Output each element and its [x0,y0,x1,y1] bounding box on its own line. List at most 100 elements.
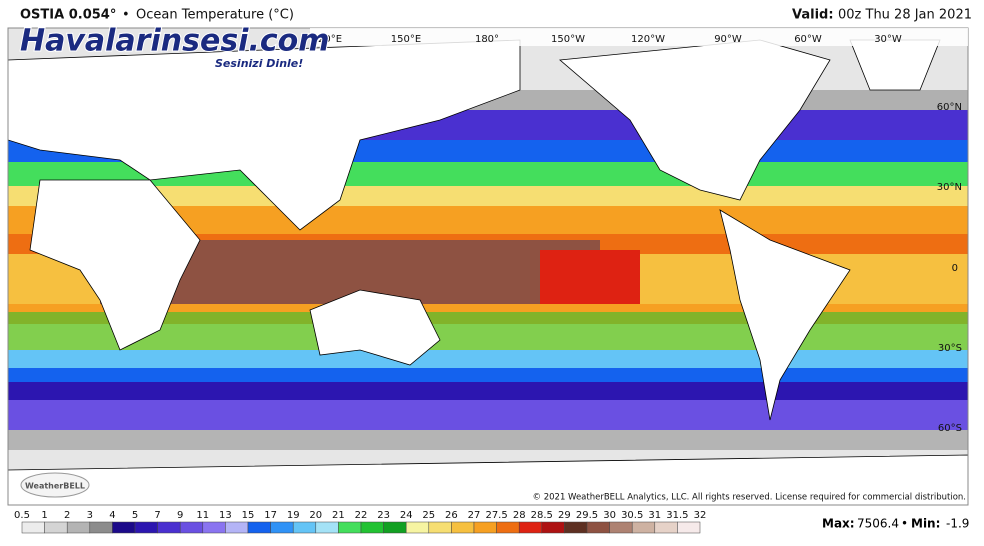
colorbar: 0.5 1 2 3 4 5 7 9 11 13 15 17 19 20 21 22 23 24 25 26 27 27.5… [14,510,707,534]
longitude-label: 60°W [794,34,822,45]
longitude-label: 150°W [551,34,585,45]
copyright: © 2021 WeatherBELL Analytics, LLC. All r… [533,493,966,503]
max-label: Max: [822,517,855,531]
longitude-label: 30°W [874,34,902,45]
colorbar-swatch [66,521,91,534]
label-strip [310,28,968,46]
colorbar-label: 3 [87,510,93,521]
colorbar-swatch [270,521,294,534]
colorbar-label: 9 [177,510,183,521]
colorbar-swatch [586,521,610,534]
ocean-band [8,430,968,450]
colorbar-label: 28 [513,510,526,521]
colorbar-swatch [383,521,407,534]
stats-separator: • [901,517,908,531]
longitude-label: 120°W [631,34,665,45]
colorbar-swatch [225,521,249,534]
colorbar-swatch [428,521,452,534]
watermark-site: Havalarinsesi.com [20,24,330,59]
latitude-label: 60°S [938,423,962,434]
land [8,39,968,505]
logo: WeatherBELL [25,482,85,491]
colorbar-swatch [292,521,317,534]
colorbar-label: 7 [154,510,160,521]
longitude-label: 180° [475,34,499,45]
min-label: Min: [911,517,940,531]
ocean-band [8,368,968,382]
colorbar-swatch [360,521,384,534]
latitude-label: 0 [952,263,958,274]
colorbar-swatch [157,521,181,534]
map: 20°E 150°E 180° 150°W 120°W 90°W 60°W 30… [7,27,969,506]
colorbar-label: 4 [109,510,115,521]
colorbar-label: 23 [377,510,390,521]
colorbar-label: 32 [694,510,707,521]
eurasia [8,39,521,231]
colorbar-swatch [405,521,430,534]
colorbar-swatch [44,521,68,534]
antarctica [8,454,968,505]
colorbar-swatch [315,521,339,534]
separator: • [122,8,130,23]
colorbar-swatch [89,521,113,534]
colorbar-label: 11 [196,510,209,521]
colorbar-label: 1 [41,510,47,521]
colorbar-label: 21 [332,510,345,521]
longitude-label: 20°E [318,34,342,45]
colorbar-label: 29 [558,510,571,521]
colorbar-swatch [134,521,158,534]
colorbar-label: 26 [445,510,458,521]
colorbar-label: 31 [648,510,661,521]
colorbar-label: 24 [400,510,413,521]
colorbar-swatch [202,521,226,534]
south-america [719,209,851,421]
colorbar-label: 28.5 [531,510,553,521]
colorbar-swatch [473,521,497,534]
north-america [559,39,831,201]
colorbar-swatch [677,521,701,534]
product: OSTIA 0.054° [20,8,116,23]
colorbar-label: 17 [264,510,277,521]
colorbar-swatch [564,521,588,534]
logo-badge [20,472,90,498]
colorbar-label: 19 [287,510,300,521]
colorbar-label: 20 [309,510,322,521]
colorbar-label: 30.5 [621,510,643,521]
watermark-slogan: Sesinizi Dinle! [215,57,303,70]
colorbar-label: 2 [64,510,70,521]
colorbar-swatch [21,521,45,534]
colorbar-label: 5 [132,510,138,521]
colorbar-swatch [654,521,678,534]
colorbar-label: 31.5 [666,510,688,521]
colorbar-label: 13 [219,510,232,521]
colorbar-swatch [112,521,136,534]
ocean-band [8,350,968,368]
colorbar-label: 0.5 [14,510,30,521]
colorbar-swatch [451,521,475,534]
colorbar-label: 22 [355,510,368,521]
latitude-label: 60°N [937,102,962,113]
latitude-label: 30°S [938,343,962,354]
max-value: 7506.4 [857,517,899,531]
australia [309,289,441,366]
colorbar-swatch [631,521,656,534]
field: Ocean Temperature (°C) [136,8,294,23]
africa [29,179,201,351]
colorbar-swatch [609,521,633,534]
colorbar-label: 15 [242,510,255,521]
valid-label: Valid: [792,8,834,23]
colorbar-label: 29.5 [576,510,598,521]
ocean-band [8,400,968,430]
colorbar-swatch [247,521,271,534]
colorbar-label: 27 [468,510,481,521]
longitude-label: 90°W [714,34,742,45]
colorbar-swatch [338,521,362,534]
colorbar-swatch [496,521,520,534]
colorbar-swatch [518,521,543,534]
colorbar-label: 25 [422,510,435,521]
min-value: -1.9 [946,517,969,531]
colorbar-label: 27.5 [485,510,507,521]
latitude-label: 30°N [937,182,962,193]
longitude-label: 150°E [391,34,421,45]
colorbar-swatch [541,521,565,534]
